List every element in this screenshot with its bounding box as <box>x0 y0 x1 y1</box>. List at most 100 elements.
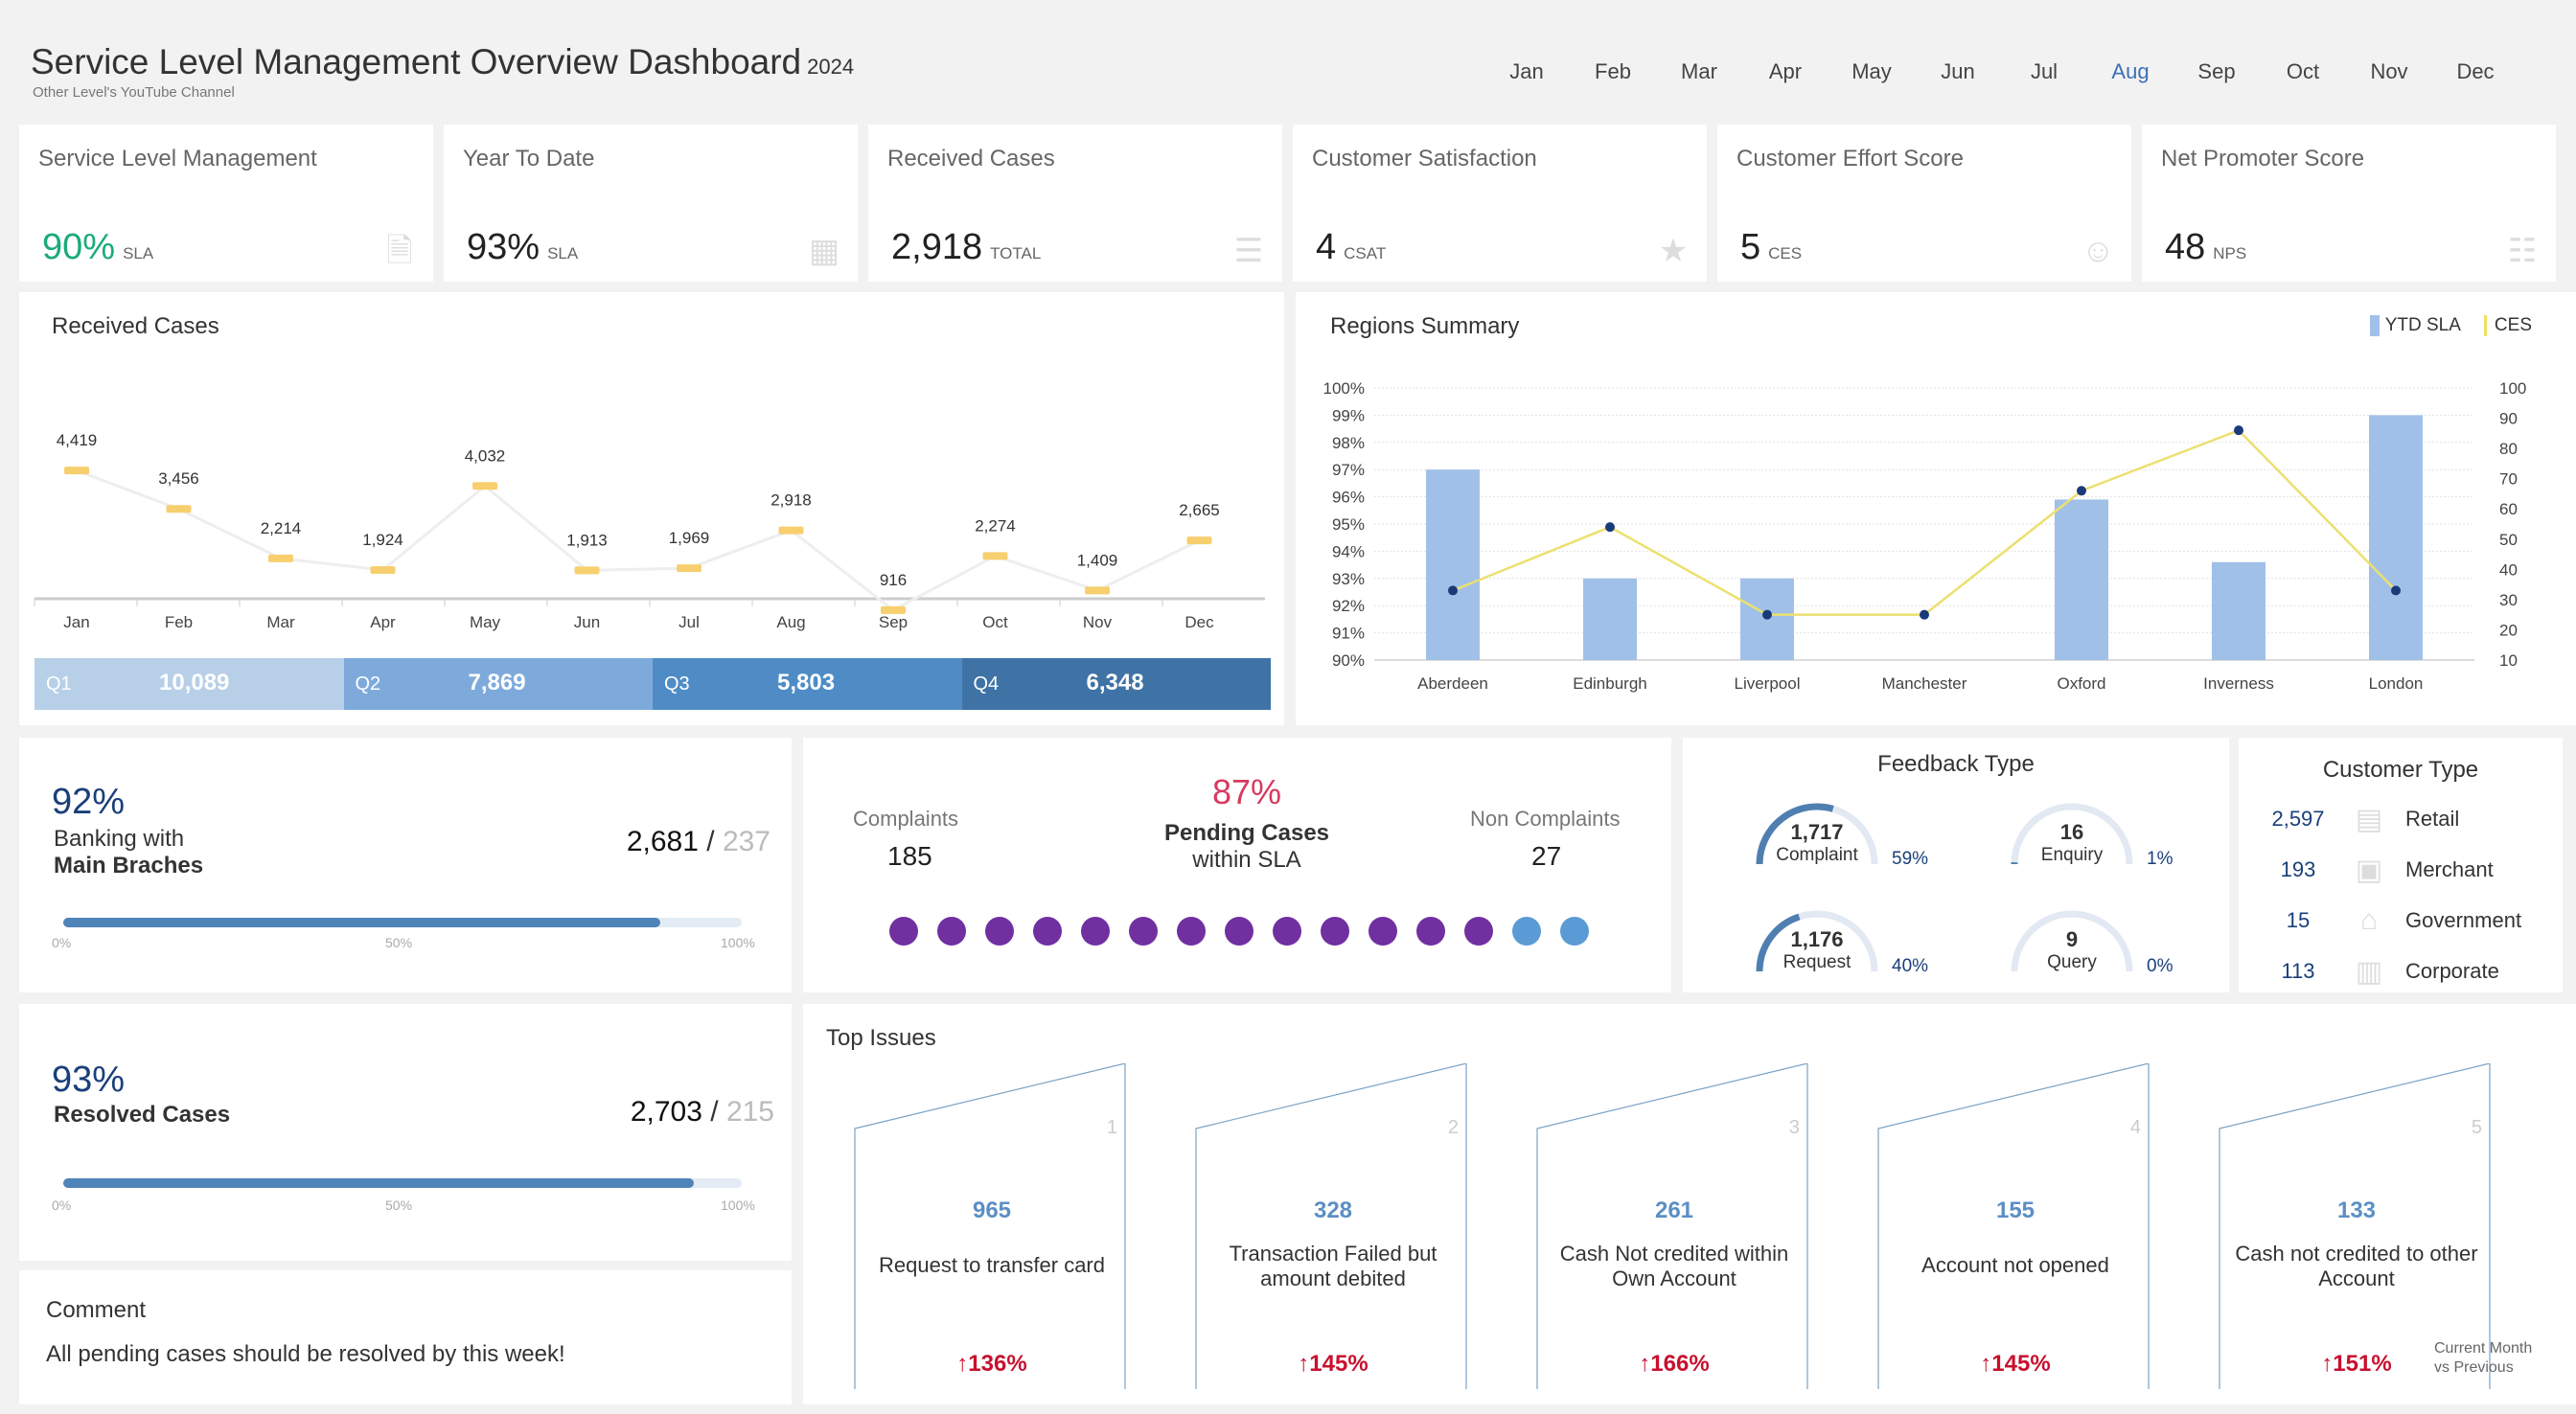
issue-count: 155 <box>1995 1197 2036 1223</box>
issue-card-4[interactable]: 4 155 Account not opened ↑145% <box>1876 1063 2154 1389</box>
kpi-title: Received Cases <box>887 146 1055 171</box>
data-marker-dec <box>1186 536 1212 545</box>
gauge-arc <box>1756 910 1878 972</box>
x-tick-label: Jun <box>574 613 600 631</box>
resolved-progress-track <box>63 1178 742 1188</box>
issue-card-5[interactable]: 5 133 Cash not credited to other Account ↑1… <box>2218 1063 2496 1389</box>
top-issues-title: Top Issues <box>826 1025 936 1051</box>
issue-label: Transaction Failed but amount debited <box>1229 1242 1438 1290</box>
customer-type-title: Customer Type <box>2322 757 2479 783</box>
legend-swatch-ytd-sla <box>2369 315 2380 336</box>
month-oct[interactable]: Oct <box>2286 59 2320 83</box>
month-jan[interactable]: Jan <box>1509 59 1544 83</box>
branches-counts: 2,681 / 237 <box>627 826 770 858</box>
resolved-count: 2,703 <box>630 1096 702 1128</box>
kpi-value-wrap: 2,918 TOTAL <box>891 227 1041 268</box>
gauge-count: 1,717 <box>1790 820 1844 844</box>
received-cases-panel: Received Cases 4,419 Jan 3,456 Feb 2,214 Mar 1… <box>19 292 1284 725</box>
kpi-unit: CSAT <box>1344 244 1387 262</box>
y-right-tick-label: 30 <box>2499 591 2518 609</box>
x-tick-label: May <box>470 613 501 631</box>
issue-card-1[interactable]: 1 965 Request to transfer card ↑136% <box>853 1063 1131 1389</box>
month-dec[interactable]: Dec <box>2456 59 2495 83</box>
customer-count: 2,597 <box>2271 807 2325 831</box>
title-year: 2024 <box>807 55 855 79</box>
gauge-label: Complaint <box>1776 845 1858 865</box>
kpi-value: 2,918 <box>891 227 983 267</box>
gauge-enquiry: 16 Enquiry 1% <box>2005 795 2196 891</box>
data-marker-may <box>472 482 497 490</box>
quarter-label: Q2 <box>355 673 381 695</box>
month-mar[interactable]: Mar <box>1681 59 1717 83</box>
data-label: 4,032 <box>465 446 506 465</box>
branches-label-2: Main Braches <box>54 853 204 878</box>
branches-panel: 92% Banking with Main Braches 2,681 / 23… <box>19 738 792 992</box>
dot-filled <box>937 917 966 946</box>
month-nov[interactable]: Nov <box>2370 59 2408 83</box>
ces-point-manchester <box>1920 609 1929 620</box>
bar-london <box>2369 415 2423 660</box>
page-subtitle: Other Level's YouTube Channel <box>33 84 235 101</box>
data-label: 2,274 <box>975 516 1016 535</box>
data-marker-jan <box>64 467 89 475</box>
comment-text[interactable]: All pending cases should be resolved by … <box>46 1341 565 1367</box>
separator: / <box>702 1096 726 1128</box>
quarter-value: 7,869 <box>468 670 526 696</box>
kpi-card-ces-4: Customer Effort Score 5 CES ☺ <box>1717 125 2131 282</box>
data-label: 1,969 <box>669 529 710 547</box>
x-tick-label: Jul <box>678 613 700 631</box>
data-marker-nov <box>1085 586 1110 595</box>
document-icon: 🗎 <box>386 233 413 269</box>
y-left-tick-label: 98% <box>1332 434 1365 452</box>
regions-chart: 90% 91% 92% 93% 94% 95% 96% 97% 98% 99% 100% 10 20 30… <box>1323 379 2527 693</box>
month-jun[interactable]: Jun <box>1941 59 1975 83</box>
issue-border <box>1536 1063 1808 1389</box>
dot-filled <box>1464 917 1493 946</box>
month-sep[interactable]: Sep <box>2197 59 2236 83</box>
tick-0: 0% <box>52 935 72 950</box>
gauge-count: 9 <box>2065 927 2079 951</box>
y-left-tick-label: 90% <box>1332 651 1365 670</box>
y-right-tick-label: 80 <box>2499 440 2518 458</box>
legend-ces: CES <box>2494 315 2532 335</box>
month-aug[interactable]: Aug <box>2111 59 2150 83</box>
gauge-count: 1,176 <box>1790 927 1844 951</box>
quarter-q3: Q3 5,803 <box>653 658 962 710</box>
ces-point-edinburgh <box>1605 522 1615 533</box>
branches-other: 237 <box>722 826 770 857</box>
tick-0: 0% <box>52 1197 72 1213</box>
ces-point-inverness <box>2234 425 2243 436</box>
data-label: 4,419 <box>57 431 98 449</box>
month-may[interactable]: May <box>1852 59 1892 83</box>
quarter-label: Q3 <box>664 673 690 695</box>
y-right-tick-label: 50 <box>2499 531 2518 549</box>
bar-aberdeen <box>1426 469 1480 660</box>
issue-card-3[interactable]: 3 261 Cash Not credited within Own Account… <box>1535 1063 1813 1389</box>
month-apr[interactable]: Apr <box>1768 59 1803 83</box>
data-label: 2,918 <box>770 491 812 510</box>
quarter-bar: Q1 10,089 Q2 7,869 Q3 5,803 Q4 6,348 <box>34 658 1271 710</box>
regions-title: Regions Summary <box>1330 313 1520 339</box>
x-tick-label: Feb <box>165 613 193 631</box>
legend-swatch-ces <box>2483 315 2487 336</box>
month-jul[interactable]: Jul <box>2030 59 2058 83</box>
kpi-unit: SLA <box>547 244 579 262</box>
kpi-value: 90% <box>42 227 116 267</box>
month-feb[interactable]: Feb <box>1595 59 1631 83</box>
data-marker-apr <box>370 565 396 574</box>
branches-pct: 92% <box>52 782 126 822</box>
regions-summary-panel: Regions Summary YTD SLA CES 90% 91% 92% 93%… <box>1296 292 2576 725</box>
issue-card-2[interactable]: 2 328 Transaction Failed but amount debite… <box>1194 1063 1472 1389</box>
issue-rank: 4 <box>2129 1117 2141 1138</box>
issue-change: ↑145% <box>1194 1351 1472 1378</box>
data-marker-sep <box>881 605 906 614</box>
y-left-tick-label: 92% <box>1332 597 1365 615</box>
customer-label: Retail <box>2405 807 2460 831</box>
x-tick-label: Dec <box>1184 613 1214 631</box>
quarter-q2: Q2 7,869 <box>343 658 653 710</box>
issue-outline <box>854 1063 1126 1389</box>
kpi-title: Service Level Management <box>38 146 317 171</box>
branches-count: 2,681 <box>626 826 699 857</box>
kpi-value: 5 <box>1740 227 1761 267</box>
dot-empty <box>1512 917 1541 946</box>
